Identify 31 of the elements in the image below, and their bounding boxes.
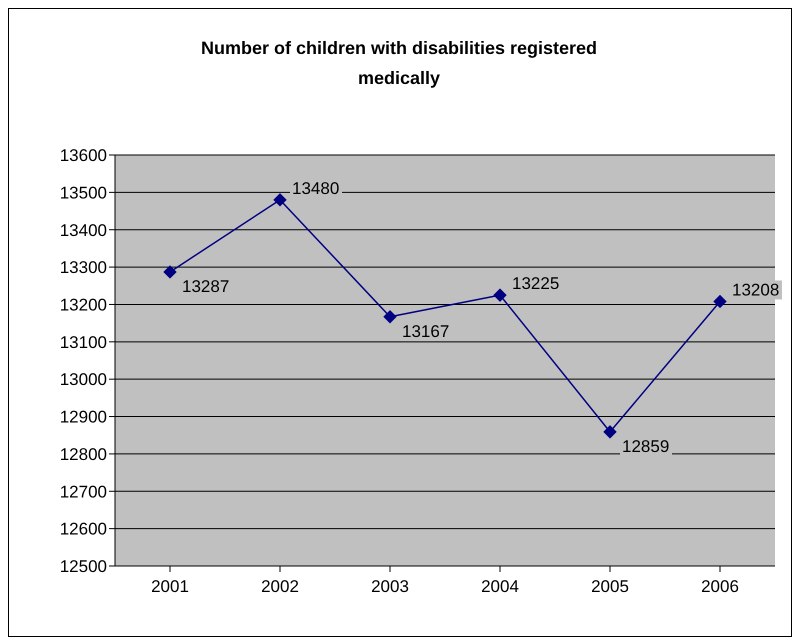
- point: [714, 294, 726, 308]
- y-tick-label: 12900: [60, 408, 107, 427]
- x-tick-label: 2006: [701, 577, 739, 596]
- data-label: 13287: [182, 276, 230, 296]
- data-label: 13225: [512, 274, 560, 294]
- y-tick-label: 12700: [60, 482, 107, 502]
- point: [274, 193, 286, 206]
- y-tick-label: 13400: [60, 220, 107, 240]
- data-label: 13167: [402, 322, 450, 341]
- y-tick-label: 12600: [60, 520, 107, 539]
- data-label: 13480: [292, 178, 340, 198]
- y-tick-label: 13000: [60, 370, 107, 390]
- point: [494, 288, 506, 302]
- y-tick-label: 13600: [60, 146, 107, 166]
- chart-title: Number of children with disabilities registered medically: [200, 37, 598, 90]
- y-tick-label: 12500: [60, 557, 107, 576]
- data-label: 13208: [732, 280, 780, 300]
- point: [384, 310, 396, 324]
- x-tick-label: 2004: [481, 577, 519, 596]
- y-tick-label: 13200: [60, 295, 107, 314]
- y-tick-label: 13100: [60, 332, 107, 352]
- point: [164, 265, 176, 278]
- y-tick-label: 12800: [60, 444, 107, 464]
- x-tick-label: 2005: [591, 577, 629, 596]
- x-tick-label: 2001: [151, 577, 189, 596]
- data-label: 12859: [622, 436, 670, 456]
- x-tick-label: 2002: [261, 577, 299, 596]
- point: [604, 425, 616, 438]
- x-tick-label: 2003: [371, 577, 409, 596]
- y-tick-label: 13300: [60, 258, 107, 278]
- y-tick-label: 13500: [60, 183, 107, 202]
